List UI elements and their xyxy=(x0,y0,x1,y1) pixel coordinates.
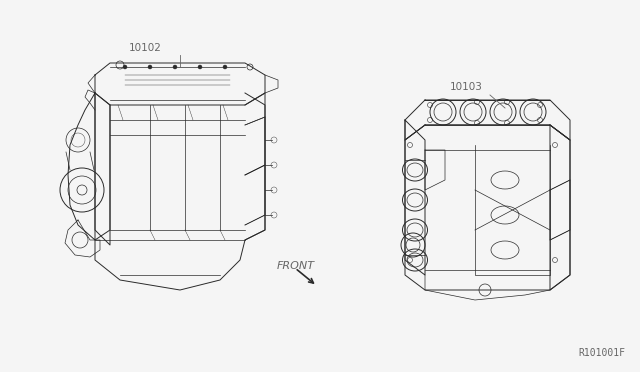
Circle shape xyxy=(173,65,177,69)
Circle shape xyxy=(148,65,152,69)
Circle shape xyxy=(198,65,202,69)
Circle shape xyxy=(223,65,227,69)
Text: 10103: 10103 xyxy=(450,82,483,92)
Text: 10102: 10102 xyxy=(129,43,161,53)
Circle shape xyxy=(123,65,127,69)
Text: FRONT: FRONT xyxy=(277,261,315,271)
Text: R101001F: R101001F xyxy=(578,348,625,358)
